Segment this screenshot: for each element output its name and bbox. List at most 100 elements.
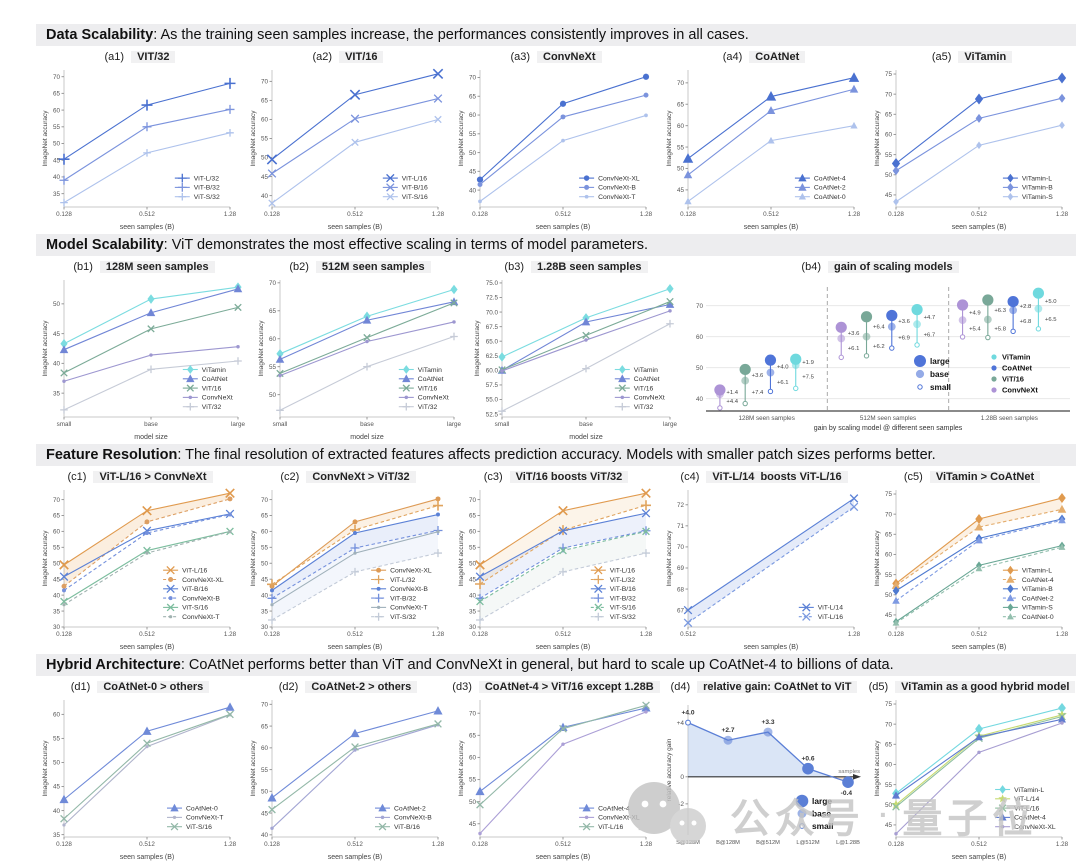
- svg-text:1.28: 1.28: [1056, 631, 1069, 638]
- plot-c3: 30 35 40 45 50 55 60 65 70 0.128 0.512 1.28 seen sam…: [458, 488, 653, 651]
- svg-text:69: 69: [677, 565, 685, 572]
- chart-d1: (d1) CoAtNet-0 > others 35 40 45 50 55 60 0.128 0…: [36, 678, 244, 862]
- plot-c5: 45 50 55 60 65 70 75 0.128 0.512 1.28 seen samples…: [874, 490, 1069, 651]
- svg-text:ImageNet accuracy: ImageNet accuracy: [474, 320, 481, 377]
- svg-text:75: 75: [885, 491, 893, 498]
- svg-text:0.128: 0.128: [680, 211, 696, 218]
- svg-text:CoAtNet: CoAtNet: [634, 376, 660, 383]
- chart-a5: (a5) ViTamin 45 50 55 60 65 70 75 0.128 0.512 1.28 s…: [868, 48, 1076, 232]
- svg-text:ViT-L/16: ViT-L/16: [818, 614, 843, 621]
- svg-text:ImageNet accuracy: ImageNet accuracy: [666, 530, 673, 587]
- svg-text:ViTamin: ViTamin: [418, 367, 442, 374]
- chart-label: (a3): [510, 51, 530, 63]
- section-description: : ViT demonstrates the most effective sc…: [163, 237, 649, 253]
- svg-text:small: small: [57, 421, 72, 428]
- svg-text:ViTamin-L: ViTamin-L: [1022, 568, 1052, 575]
- chart-d3: (d3) CoAtNet-4 > ViT/16 except 1.28B 45 50 5…: [452, 678, 660, 862]
- svg-text:40: 40: [469, 592, 477, 599]
- svg-text:small: small: [495, 421, 510, 428]
- svg-text:1.28B seen samples: 1.28B seen samples: [981, 415, 1038, 422]
- svg-text:55: 55: [261, 767, 269, 774]
- chart-c5: (c5) ViTamin > CoAtNet 45 50 55 60 65 70 75 0.128…: [868, 468, 1076, 652]
- svg-text:ConvNeXt: ConvNeXt: [418, 395, 449, 402]
- svg-text:ViT/32: ViT/32: [202, 404, 222, 411]
- plot-a5: 45 50 55 60 65 70 75 0.128 0.512 1.28 seen samples…: [874, 70, 1069, 231]
- chart-title: gain of scaling models: [827, 261, 959, 273]
- svg-text:base: base: [930, 370, 949, 379]
- chart-title: 512M seen samples: [315, 261, 431, 273]
- svg-text:70: 70: [469, 75, 477, 82]
- svg-text:seen samples (B): seen samples (B): [952, 854, 1006, 861]
- svg-text:0.128: 0.128: [56, 841, 72, 848]
- svg-text:+6.1: +6.1: [848, 346, 860, 352]
- svg-text:0.512: 0.512: [347, 631, 363, 638]
- section-header-2: Model Scalability: ViT demonstrates the …: [36, 234, 1076, 256]
- svg-text:large: large: [231, 421, 245, 428]
- svg-text:65: 65: [261, 513, 269, 520]
- svg-text:+6.2: +6.2: [873, 344, 885, 350]
- section-hybrid-architecture: Hybrid Architecture: CoAtNet performs be…: [36, 654, 1080, 862]
- svg-text:ViT-S/16: ViT-S/16: [182, 605, 208, 612]
- svg-text:0.128: 0.128: [472, 211, 488, 218]
- chart-label: (d5): [868, 681, 889, 693]
- section-header-1: Data Scalability: As the training seen s…: [36, 24, 1076, 46]
- svg-text:0.512: 0.512: [139, 211, 155, 218]
- svg-text:55: 55: [885, 572, 893, 579]
- section-description: : The final resolution of extracted feat…: [177, 447, 936, 463]
- svg-text:65: 65: [261, 98, 269, 105]
- svg-text:70: 70: [696, 303, 704, 310]
- svg-text:75: 75: [885, 701, 893, 708]
- plot-b3: 52.5 55.0 57.5 60.0 62.5 65.0 67.5 70.0 72.5 75.0…: [474, 280, 677, 441]
- svg-text:45: 45: [469, 821, 477, 828]
- svg-text:+7.5: +7.5: [802, 375, 814, 381]
- svg-text:ViTamin-L: ViTamin-L: [1014, 787, 1044, 794]
- svg-text:+3.6: +3.6: [752, 373, 764, 379]
- svg-text:seen samples (B): seen samples (B): [744, 644, 798, 651]
- svg-text:65: 65: [53, 91, 61, 98]
- svg-text:0.512: 0.512: [971, 631, 987, 638]
- svg-text:55: 55: [677, 144, 685, 151]
- svg-text:ViT-L/32: ViT-L/32: [390, 577, 415, 584]
- svg-text:ViTamin: ViTamin: [634, 367, 658, 374]
- svg-text:base: base: [812, 808, 831, 818]
- svg-text:70: 70: [469, 710, 477, 717]
- svg-text:57.5: 57.5: [486, 382, 499, 389]
- svg-text:0.128: 0.128: [56, 631, 72, 638]
- svg-text:gain by scaling model @ differ: gain by scaling model @ different seen s…: [814, 425, 963, 432]
- svg-text:CoAtNet-2: CoAtNet-2: [814, 185, 846, 192]
- svg-text:0.512: 0.512: [763, 211, 779, 218]
- svg-text:0.512: 0.512: [680, 631, 696, 638]
- svg-text:1.28: 1.28: [848, 211, 861, 218]
- svg-text:1.28: 1.28: [224, 211, 237, 218]
- plot-d1: 35 40 45 50 55 60 0.128 0.512 1.28 seen samples (…: [42, 700, 237, 861]
- svg-text:ConvNeXt: ConvNeXt: [1002, 386, 1038, 395]
- svg-text:ViT/32: ViT/32: [634, 404, 654, 411]
- svg-text:+4.7: +4.7: [924, 315, 936, 321]
- svg-text:45: 45: [261, 810, 269, 817]
- svg-text:45: 45: [677, 187, 685, 194]
- svg-text:-0.4: -0.4: [841, 790, 853, 797]
- plot-d2: 40 45 50 55 60 65 70 0.128 0.512 1.28 seen samples…: [250, 700, 445, 861]
- svg-text:CoAtNet: CoAtNet: [1002, 364, 1032, 373]
- svg-text:40: 40: [261, 193, 269, 200]
- svg-text:seen samples (B): seen samples (B): [120, 224, 174, 231]
- svg-text:60: 60: [53, 107, 61, 114]
- section-description: : CoAtNet performs better than ViT and C…: [180, 657, 894, 673]
- svg-text:ViT-L/32: ViT-L/32: [194, 175, 219, 182]
- svg-text:70: 70: [885, 721, 893, 728]
- svg-text:40: 40: [53, 808, 61, 815]
- chart-title: ConvNeXt: [537, 51, 602, 63]
- svg-text:ImageNet accuracy: ImageNet accuracy: [458, 740, 465, 797]
- svg-text:45: 45: [885, 822, 893, 829]
- svg-text:ViT-L/32: ViT-L/32: [610, 577, 635, 584]
- section-header-4: Hybrid Architecture: CoAtNet performs be…: [36, 654, 1076, 676]
- svg-text:ConvNeXt-XL: ConvNeXt-XL: [1014, 824, 1056, 831]
- chart-title: ViT-L/14 boosts ViT-L/16: [706, 471, 848, 483]
- figure-page: Data Scalability: As the training seen s…: [0, 24, 1080, 862]
- svg-text:70: 70: [261, 79, 269, 86]
- svg-text:0.512: 0.512: [555, 211, 571, 218]
- svg-text:40: 40: [53, 174, 61, 181]
- svg-text:samples: samples: [838, 769, 860, 775]
- svg-text:ViT-B/32: ViT-B/32: [390, 595, 416, 602]
- svg-text:55: 55: [885, 152, 893, 159]
